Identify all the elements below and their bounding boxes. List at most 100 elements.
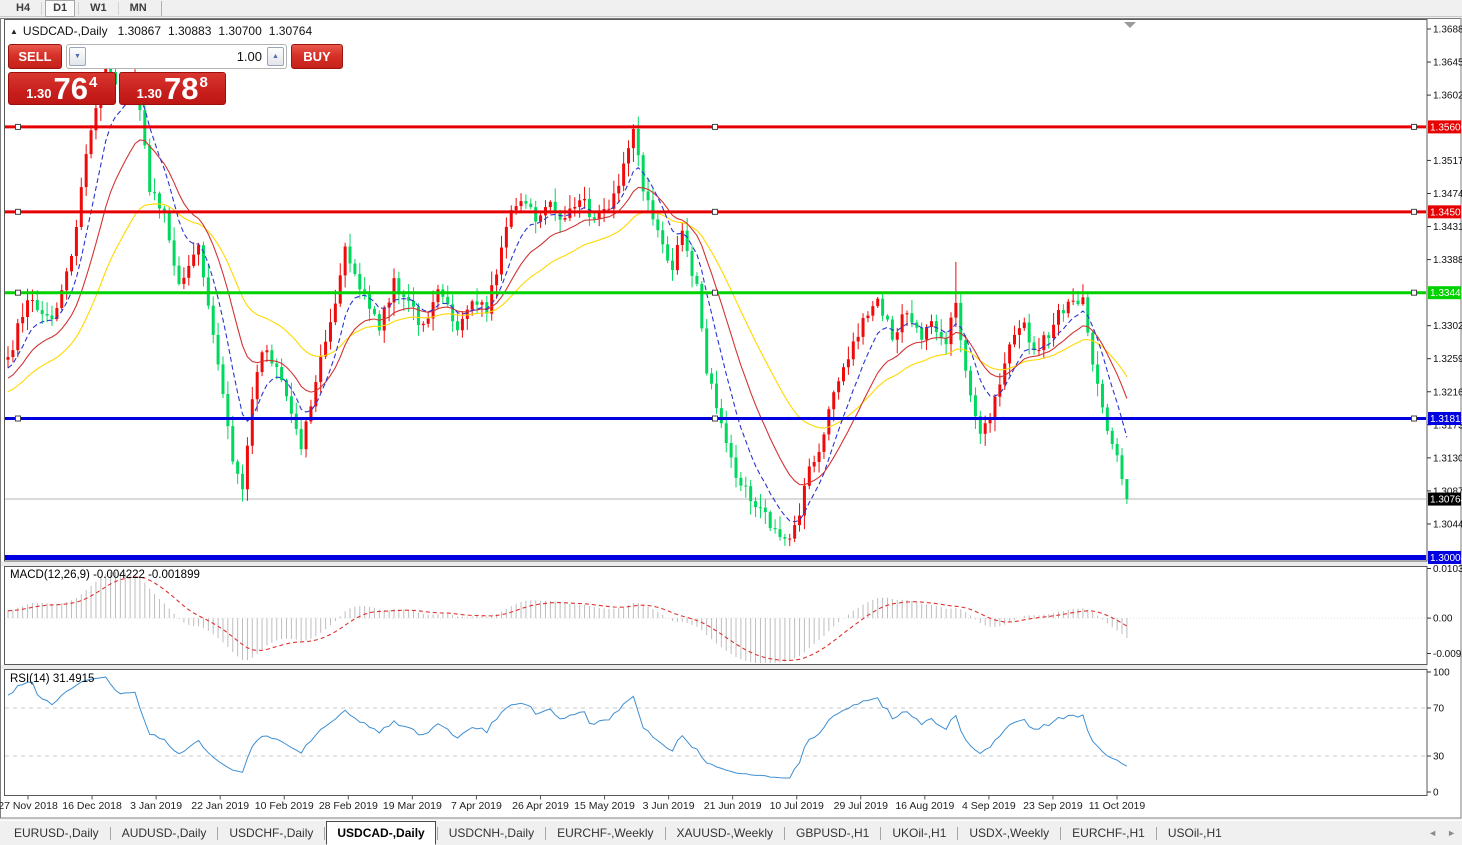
symbol-tab-bar: EURUSD-,Daily AUDUSD-,Daily USDCHF-,Daily U…: [0, 820, 1462, 845]
hline-handle[interactable]: [1411, 289, 1417, 296]
timeframe-button-w1[interactable]: W1: [90, 1, 107, 14]
svg-text:21 Jun 2019: 21 Jun 2019: [704, 800, 762, 812]
volume-decrease-button[interactable]: ▼: [69, 47, 86, 66]
sell-price-box[interactable]: 1.30 76 4: [8, 72, 116, 105]
svg-text:0.00: 0.00: [1433, 614, 1453, 625]
buy-price-pip: 8: [199, 74, 208, 91]
chevron-down-icon: ▼: [74, 53, 81, 60]
hline-handle[interactable]: [15, 123, 21, 130]
toolbar-separator: [160, 0, 162, 16]
symbol-tab-gbpusd[interactable]: GBPUSD-,H1: [796, 826, 870, 840]
symbol-tab-eurusd[interactable]: EURUSD-,Daily: [14, 826, 99, 840]
symbol-tab-eurchf[interactable]: EURCHF-,H1: [1072, 826, 1145, 840]
buy-price-box[interactable]: 1.30 78 8: [118, 72, 226, 105]
timeframe-button-mn[interactable]: MN: [129, 1, 147, 14]
hline-handle[interactable]: [15, 208, 21, 215]
svg-text:1.36020: 1.36020: [1433, 91, 1462, 102]
rsi-pane: [5, 676, 1426, 779]
symbol-tab-usdcad[interactable]: USDCAD-,Daily: [326, 821, 436, 845]
buy-price-prefix: 1.30: [136, 85, 162, 101]
symbol-tab-usoil[interactable]: USOil-,H1: [1167, 826, 1222, 840]
sell-price-big: 76: [53, 71, 88, 106]
svg-text:23 Sep 2019: 23 Sep 2019: [1023, 800, 1083, 812]
svg-text:1.31730: 1.31730: [1433, 420, 1462, 431]
macd-pane: [5, 571, 1426, 664]
ohlc-high: 1.30883: [168, 24, 212, 38]
volume-spinner: ▼ ▲: [66, 44, 287, 69]
toolbar-separator: [78, 1, 80, 15]
tab-scroll-right-icon[interactable]: ►: [1447, 828, 1456, 838]
tab-separator: [545, 826, 547, 840]
svg-text:4 Sep 2019: 4 Sep 2019: [962, 800, 1016, 812]
symbol-tab-ukoil[interactable]: UKOil-,H1: [892, 826, 947, 840]
svg-text:1.34740: 1.34740: [1433, 189, 1462, 200]
hline-handle[interactable]: [1411, 415, 1417, 422]
svg-text:7 Apr 2019: 7 Apr 2019: [451, 800, 502, 812]
hline-handle[interactable]: [712, 123, 718, 130]
toolbar-separator: [41, 1, 43, 15]
symbol-tab-audusd[interactable]: AUDUSD-,Daily: [121, 826, 207, 840]
svg-text:28 Feb 2019: 28 Feb 2019: [319, 800, 378, 812]
tab-separator: [217, 826, 219, 840]
hline-handle[interactable]: [712, 208, 718, 215]
svg-text:70: 70: [1433, 704, 1445, 715]
sell-button[interactable]: SELL: [8, 44, 62, 69]
ma-slow-line: [7, 203, 1128, 429]
tab-separator: [1060, 826, 1062, 840]
timeframe-button-d1[interactable]: D1: [45, 0, 76, 17]
svg-text:1.31812: 1.31812: [1430, 414, 1462, 425]
tab-separator: [880, 826, 882, 840]
tab-separator: [436, 826, 438, 840]
timeframe-toolbar: H4 D1 W1 MN: [0, 0, 1462, 17]
price-axis[interactable]: 1.36880 1.36450 1.36020 1.35170 1.34740 1.343…: [1427, 20, 1462, 817]
svg-text:-0.009203: -0.009203: [1433, 649, 1462, 660]
hline-handle[interactable]: [15, 289, 21, 296]
symbol-tab-usdchf[interactable]: USDCHF-,Daily: [229, 826, 314, 840]
symbol-tab-eurchf[interactable]: EURCHF-,Weekly: [557, 826, 654, 840]
date-axis[interactable]: 27 Nov 2018 16 Dec 2018 3 Jan 2019 22 Jan 2…: [0, 795, 1145, 813]
main-price-pane: [5, 46, 1426, 560]
chevron-up-icon: ▲: [272, 53, 279, 60]
tab-scroll-left-icon[interactable]: ◄: [1428, 828, 1438, 838]
hline-handle[interactable]: [712, 415, 718, 422]
volume-increase-button[interactable]: ▲: [267, 47, 284, 66]
level-price-label: [1428, 412, 1461, 426]
svg-text:27 Nov 2018: 27 Nov 2018: [0, 800, 58, 812]
svg-text:1.33449: 1.33449: [1430, 288, 1462, 299]
hline-handle[interactable]: [1411, 208, 1417, 215]
one-click-trading-panel: SELL ▼ ▲ BUY 1.30 76 4 1.30 78 8: [8, 44, 343, 105]
svg-text:10 Jul 2019: 10 Jul 2019: [770, 800, 824, 812]
svg-text:29 Jul 2019: 29 Jul 2019: [834, 800, 888, 812]
tab-separator: [784, 826, 785, 840]
collapse-panel-icon[interactable]: ▲: [10, 27, 18, 36]
symbol-tab-usdcnh[interactable]: USDCNH-,Daily: [448, 826, 535, 840]
svg-text:1.30870: 1.30870: [1433, 486, 1462, 497]
volume-input[interactable]: [86, 47, 267, 66]
svg-text:3 Jan 2019: 3 Jan 2019: [130, 800, 182, 812]
svg-text:1.30440: 1.30440: [1433, 519, 1462, 530]
hline-handle[interactable]: [1411, 123, 1417, 130]
svg-text:1.35170: 1.35170: [1433, 156, 1462, 167]
svg-text:100: 100: [1433, 668, 1450, 679]
svg-text:26 Apr 2019: 26 Apr 2019: [512, 800, 569, 812]
ohlc-open: 1.30867: [117, 24, 161, 38]
level-price-label: [1428, 205, 1461, 219]
hline-handle[interactable]: [15, 415, 21, 422]
symbol-tab-xauusd[interactable]: XAUUSD-,Weekly: [676, 826, 773, 840]
price-chart-canvas: 1.36880 1.36450 1.36020 1.35170 1.34740 1.343…: [0, 18, 1462, 819]
symbol-period-label: USDCAD-,Daily: [22, 24, 108, 38]
buy-button[interactable]: BUY: [291, 44, 343, 69]
svg-text:1.33880: 1.33880: [1433, 255, 1462, 266]
svg-text:1.30004: 1.30004: [1430, 553, 1462, 564]
ohlc-close: 1.30764: [268, 24, 313, 38]
svg-text:16 Dec 2018: 16 Dec 2018: [62, 800, 122, 812]
symbol-tab-usdx[interactable]: USDX-,Weekly: [969, 826, 1050, 840]
svg-text:15 May 2019: 15 May 2019: [574, 800, 635, 812]
svg-text:1.36450: 1.36450: [1433, 58, 1462, 69]
ohlc-low: 1.30700: [218, 24, 262, 38]
timeframe-button-h4[interactable]: H4: [16, 1, 31, 14]
sell-price-pip: 4: [88, 74, 98, 91]
chart-shift-marker-icon[interactable]: [1124, 22, 1136, 28]
tab-separator: [664, 826, 666, 840]
hline-handle[interactable]: [712, 289, 718, 296]
